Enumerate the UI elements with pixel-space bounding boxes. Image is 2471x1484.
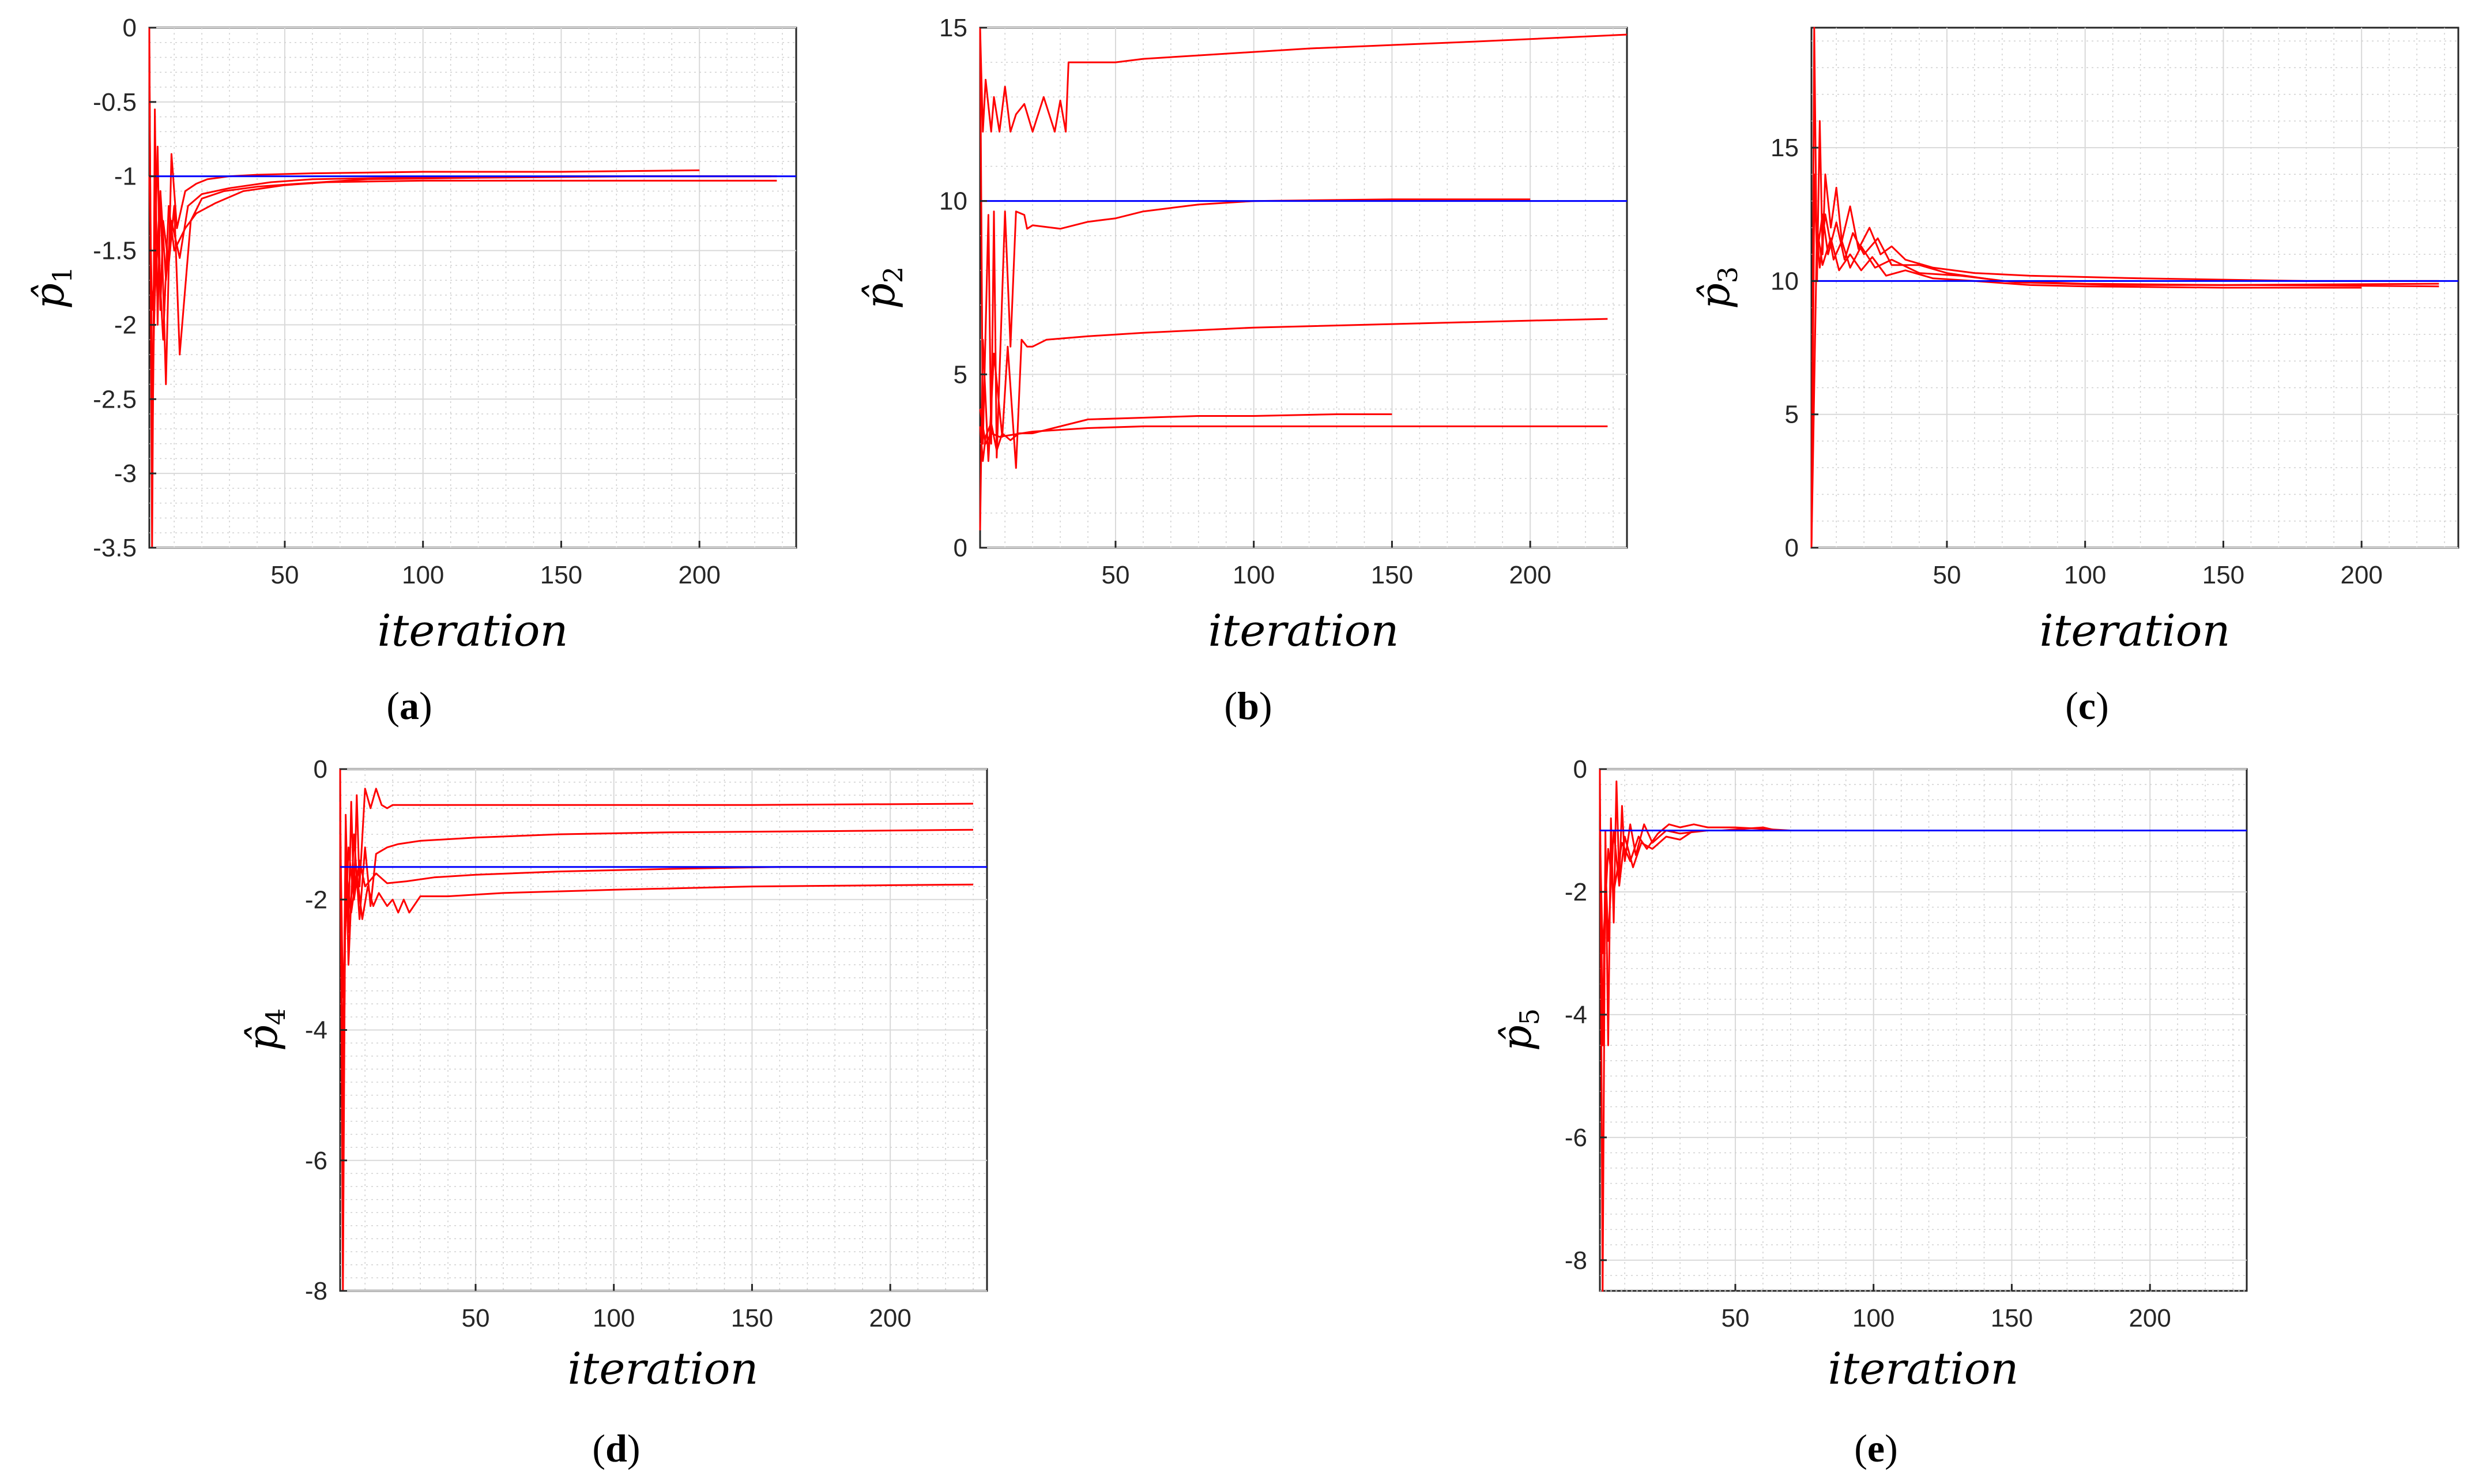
x-tick-label-b: 200: [1509, 561, 1551, 589]
series-line-d-4: [339, 821, 891, 999]
y-axis-label-b: p̂2: [857, 266, 909, 309]
x-tick-label-e: 150: [1991, 1304, 2033, 1332]
series-line-d-3: [339, 834, 974, 1194]
caption-d: (d): [592, 1426, 640, 1470]
x-tick-label-a: 150: [540, 561, 582, 589]
grid-c: [1811, 28, 2458, 548]
y-tick-label-c: 15: [1771, 134, 1799, 162]
series-line-c-3: [1810, 200, 2439, 548]
y-tick-label-c: 10: [1771, 267, 1799, 295]
series-line-c-1: [1810, 27, 2439, 548]
y-tick-label-a: -2.5: [93, 385, 137, 413]
grid-e: [1600, 769, 2247, 1291]
panel-c: 50 100 150 200 0 5 10 15 iteration p̂3 (c): [1692, 27, 2459, 728]
series-line-c-4: [1810, 227, 2362, 548]
x-tick-label-e: 100: [1852, 1304, 1894, 1332]
panel-b: 50 100 150 200 0 5 10 15 iteration p̂2 (b): [857, 14, 1628, 728]
series-line-d-2: [339, 801, 974, 1097]
y-tick-label-d: -4: [305, 1016, 327, 1045]
y-tick-label-b: 15: [939, 14, 967, 42]
ticks-c: 50 100 150 200 0 5 10 15: [1771, 134, 2383, 589]
y-tick-label-b: 0: [954, 534, 967, 562]
series-group-e: [1599, 769, 2247, 1292]
caption-b: (b): [1224, 684, 1272, 728]
y-tick-label-e: -4: [1565, 1001, 1587, 1029]
y-tick-label-a: 0: [123, 14, 137, 42]
x-tick-label-c: 100: [2064, 561, 2106, 589]
y-tick-label-b: 10: [939, 187, 967, 216]
x-tick-label-e: 50: [1721, 1304, 1749, 1332]
x-tick-label-d: 50: [461, 1304, 489, 1332]
y-tick-label-d: -8: [305, 1277, 327, 1305]
x-tick-label-b: 150: [1371, 561, 1413, 589]
y-tick-label-d: -6: [305, 1147, 327, 1175]
x-tick-label-c: 150: [2202, 561, 2244, 589]
y-tick-label-a: -2: [114, 311, 137, 339]
grid-d: [340, 769, 987, 1291]
x-tick-label-e: 200: [2129, 1304, 2171, 1332]
x-tick-label-d: 200: [869, 1304, 911, 1332]
y-tick-label-a: -0.5: [93, 88, 137, 116]
ticks-a: 50 100 150 200 -3.5 -3 -2.5 -2 -1.5 -1 -0.5 0: [93, 14, 721, 589]
y-tick-label-a: -3.5: [93, 534, 137, 562]
ticks-d: 50 100 150 200 -8 -6 -4 -2 0: [305, 755, 911, 1332]
series-line-b-1: [979, 27, 1628, 133]
y-tick-label-b: 5: [954, 360, 967, 389]
y-tick-label-e: 0: [1573, 755, 1587, 784]
x-axis-label-c: iteration: [2039, 605, 2230, 656]
x-tick-label-d: 100: [593, 1304, 635, 1332]
panel-e: 50 100 150 200 -8 -6 -4 -2 0 iteration p̂5 (e): [1493, 755, 2248, 1470]
series-group-b: [979, 27, 1628, 530]
y-tick-label-a: -3: [114, 459, 137, 488]
caption-e: (e): [1854, 1426, 1898, 1470]
y-tick-label-d: -2: [305, 886, 327, 914]
x-tick-label-c: 200: [2340, 561, 2382, 589]
x-axis-label-d: iteration: [567, 1343, 758, 1394]
ticks-e: 50 100 150 200 -8 -6 -4 -2 0: [1565, 755, 2171, 1332]
x-axis-label-a: iteration: [377, 605, 568, 656]
x-tick-label-b: 50: [1101, 561, 1129, 589]
y-axis-label-a: p̂1: [26, 266, 78, 309]
x-tick-label-d: 150: [731, 1304, 773, 1332]
y-axis-label-c: p̂3: [1692, 266, 1743, 309]
series-group-a: [148, 27, 796, 549]
x-tick-label-c: 50: [1933, 561, 1961, 589]
series-line-b-3: [979, 318, 1608, 530]
x-tick-label-b: 100: [1233, 561, 1275, 589]
y-tick-label-d: 0: [314, 755, 327, 784]
x-tick-label-a: 200: [678, 561, 720, 589]
series-group-c: [1810, 27, 2458, 548]
y-tick-label-c: 0: [1785, 534, 1799, 562]
x-axis-label-e: iteration: [1828, 1343, 2018, 1394]
y-axis-label-e: p̂5: [1493, 1008, 1545, 1051]
x-tick-label-a: 50: [270, 561, 299, 589]
y-tick-label-a: -1: [114, 163, 137, 191]
grid-a: [149, 27, 796, 548]
y-tick-label-e: -8: [1565, 1246, 1587, 1275]
y-tick-label-a: -1.5: [93, 237, 137, 265]
x-tick-label-a: 100: [402, 561, 444, 589]
series-line-a-2: [148, 42, 771, 474]
y-tick-label-e: -6: [1565, 1124, 1587, 1152]
series-line-a-4: [148, 176, 777, 341]
x-axis-label-b: iteration: [1208, 605, 1399, 656]
y-tick-label-c: 5: [1785, 401, 1799, 429]
y-axis-label-d: p̂4: [239, 1008, 291, 1051]
ticks-b: 50 100 150 200 0 5 10 15: [939, 14, 1551, 589]
caption-a: (a): [386, 684, 432, 728]
panel-a: 50 100 150 200 -3.5 -3 -2.5 -2 -1.5 -1 -0.5 0 itera…: [26, 14, 797, 728]
series-line-b-5: [979, 409, 1608, 445]
panel-d: 50 100 150 200 -8 -6 -4 -2 0 iteration p̂4 (d): [239, 755, 988, 1470]
series-line-b-2: [979, 27, 1531, 459]
series-group-d: [339, 769, 987, 1292]
caption-c: (c): [2065, 684, 2109, 728]
y-tick-label-e: -2: [1565, 878, 1587, 906]
